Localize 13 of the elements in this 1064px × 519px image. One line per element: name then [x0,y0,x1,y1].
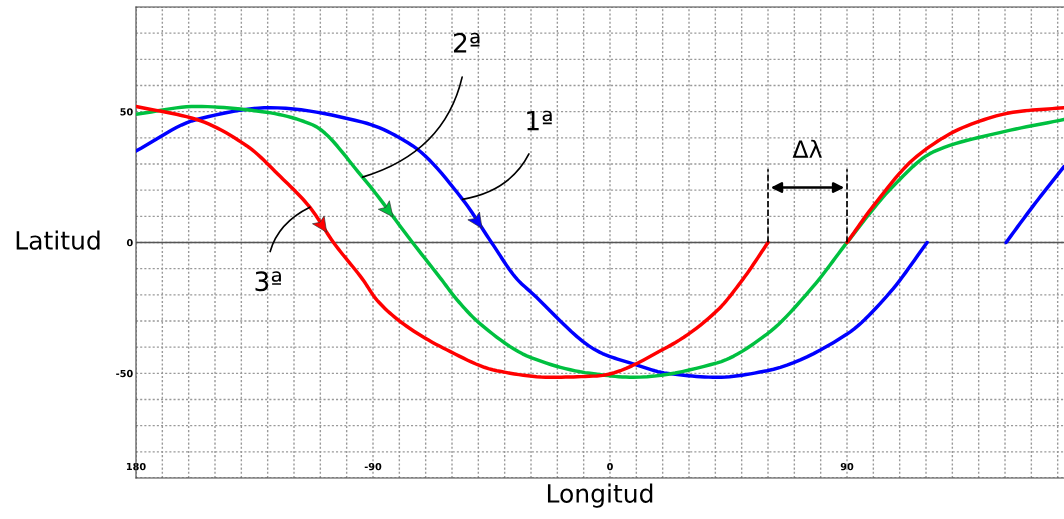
y-tick-label: 0 [126,238,133,247]
y-tick-label: 50 [120,108,133,116]
x-tick-label: 0 [607,462,613,471]
y-tick-label: -50 [116,369,133,378]
annotation: 1ª [527,110,552,131]
x-tick-label: 180 [126,462,146,471]
annotation: 3ª [255,271,281,292]
x-tick-label: 90 [840,462,854,471]
annotation: Δλ [792,139,822,158]
y-axis-title: Latitud [16,230,100,250]
annotation: 2ª [453,32,480,53]
x-axis-title: Longitud [547,483,653,508]
x-tick-label: -90 [364,462,382,471]
